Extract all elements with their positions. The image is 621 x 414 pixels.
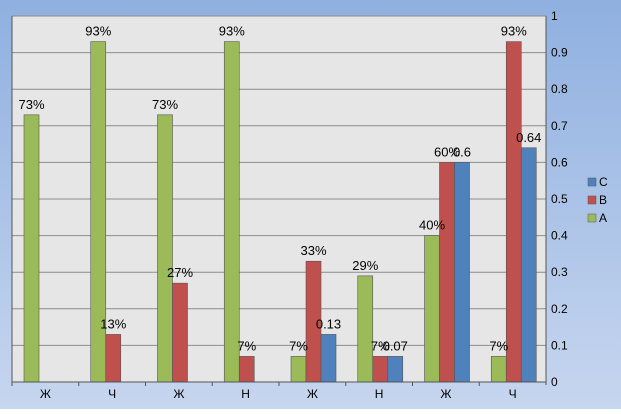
bar-b-1 bbox=[106, 334, 121, 382]
bar-b-6 bbox=[440, 162, 455, 382]
data-label-a-4: 7% bbox=[289, 338, 308, 353]
bar-a-7 bbox=[491, 356, 506, 382]
legend-swatch-b bbox=[588, 196, 596, 204]
x-tick-label: Ж bbox=[173, 387, 184, 401]
data-label-b-7: 93% bbox=[501, 24, 527, 39]
bar-b-2 bbox=[173, 283, 188, 382]
data-label-c-6: 0.6 bbox=[453, 144, 471, 159]
legend-swatch-a bbox=[588, 214, 596, 222]
bar-c-5 bbox=[388, 356, 403, 382]
legend-label-c: C bbox=[599, 175, 608, 189]
data-label-a-5: 29% bbox=[352, 258, 378, 273]
data-label-c-4: 0.13 bbox=[316, 316, 341, 331]
y-tick-label: 0.9 bbox=[551, 46, 568, 60]
data-label-c-7: 0.64 bbox=[516, 130, 541, 145]
bar-c-7 bbox=[521, 148, 536, 382]
bar-a-5 bbox=[358, 276, 373, 382]
bar-b-5 bbox=[373, 356, 388, 382]
data-label-a-7: 7% bbox=[489, 338, 508, 353]
bar-a-6 bbox=[425, 236, 440, 382]
data-label-a-3: 93% bbox=[219, 24, 245, 39]
y-tick-label: 0.6 bbox=[551, 155, 568, 169]
data-label-a-1: 93% bbox=[85, 24, 111, 39]
legend-swatch-c bbox=[588, 178, 596, 186]
data-label-b-1: 13% bbox=[100, 316, 126, 331]
data-label-b-2: 27% bbox=[167, 265, 193, 280]
y-tick-label: 0.3 bbox=[551, 265, 568, 279]
x-tick-label: Н bbox=[241, 387, 250, 401]
y-tick-label: 0.4 bbox=[551, 229, 568, 243]
bar-a-2 bbox=[158, 115, 173, 382]
y-tick-label: 0.7 bbox=[551, 119, 568, 133]
legend-label-b: B bbox=[599, 193, 607, 207]
legend-label-a: A bbox=[599, 211, 607, 225]
x-tick-label: Ч bbox=[108, 387, 116, 401]
data-label-b-4: 33% bbox=[300, 243, 326, 258]
y-tick-label: 1 bbox=[551, 9, 558, 23]
y-tick-label: 0.2 bbox=[551, 302, 568, 316]
data-label-c-5: 0.07 bbox=[383, 338, 408, 353]
y-tick-label: 0 bbox=[551, 375, 558, 389]
x-tick-label: Ч bbox=[509, 387, 517, 401]
y-tick-label: 0.8 bbox=[551, 82, 568, 96]
x-tick-label: Ж bbox=[40, 387, 51, 401]
data-label-a-6: 40% bbox=[419, 218, 445, 233]
y-tick-label: 0.5 bbox=[551, 192, 568, 206]
x-tick-label: Ж bbox=[440, 387, 451, 401]
data-label-a-0: 73% bbox=[18, 97, 44, 112]
bar-b-7 bbox=[506, 42, 521, 382]
data-label-b-3: 7% bbox=[237, 338, 256, 353]
x-tick-label: Ж bbox=[307, 387, 318, 401]
bar-b-3 bbox=[239, 356, 254, 382]
bar-a-0 bbox=[24, 115, 39, 382]
data-label-a-2: 73% bbox=[152, 97, 178, 112]
x-tick-label: Н bbox=[375, 387, 384, 401]
bar-a-3 bbox=[224, 42, 239, 382]
bar-c-6 bbox=[455, 162, 470, 382]
y-tick-label: 0.1 bbox=[551, 338, 568, 352]
bar-c-4 bbox=[321, 334, 336, 382]
bar-a-4 bbox=[291, 356, 306, 382]
